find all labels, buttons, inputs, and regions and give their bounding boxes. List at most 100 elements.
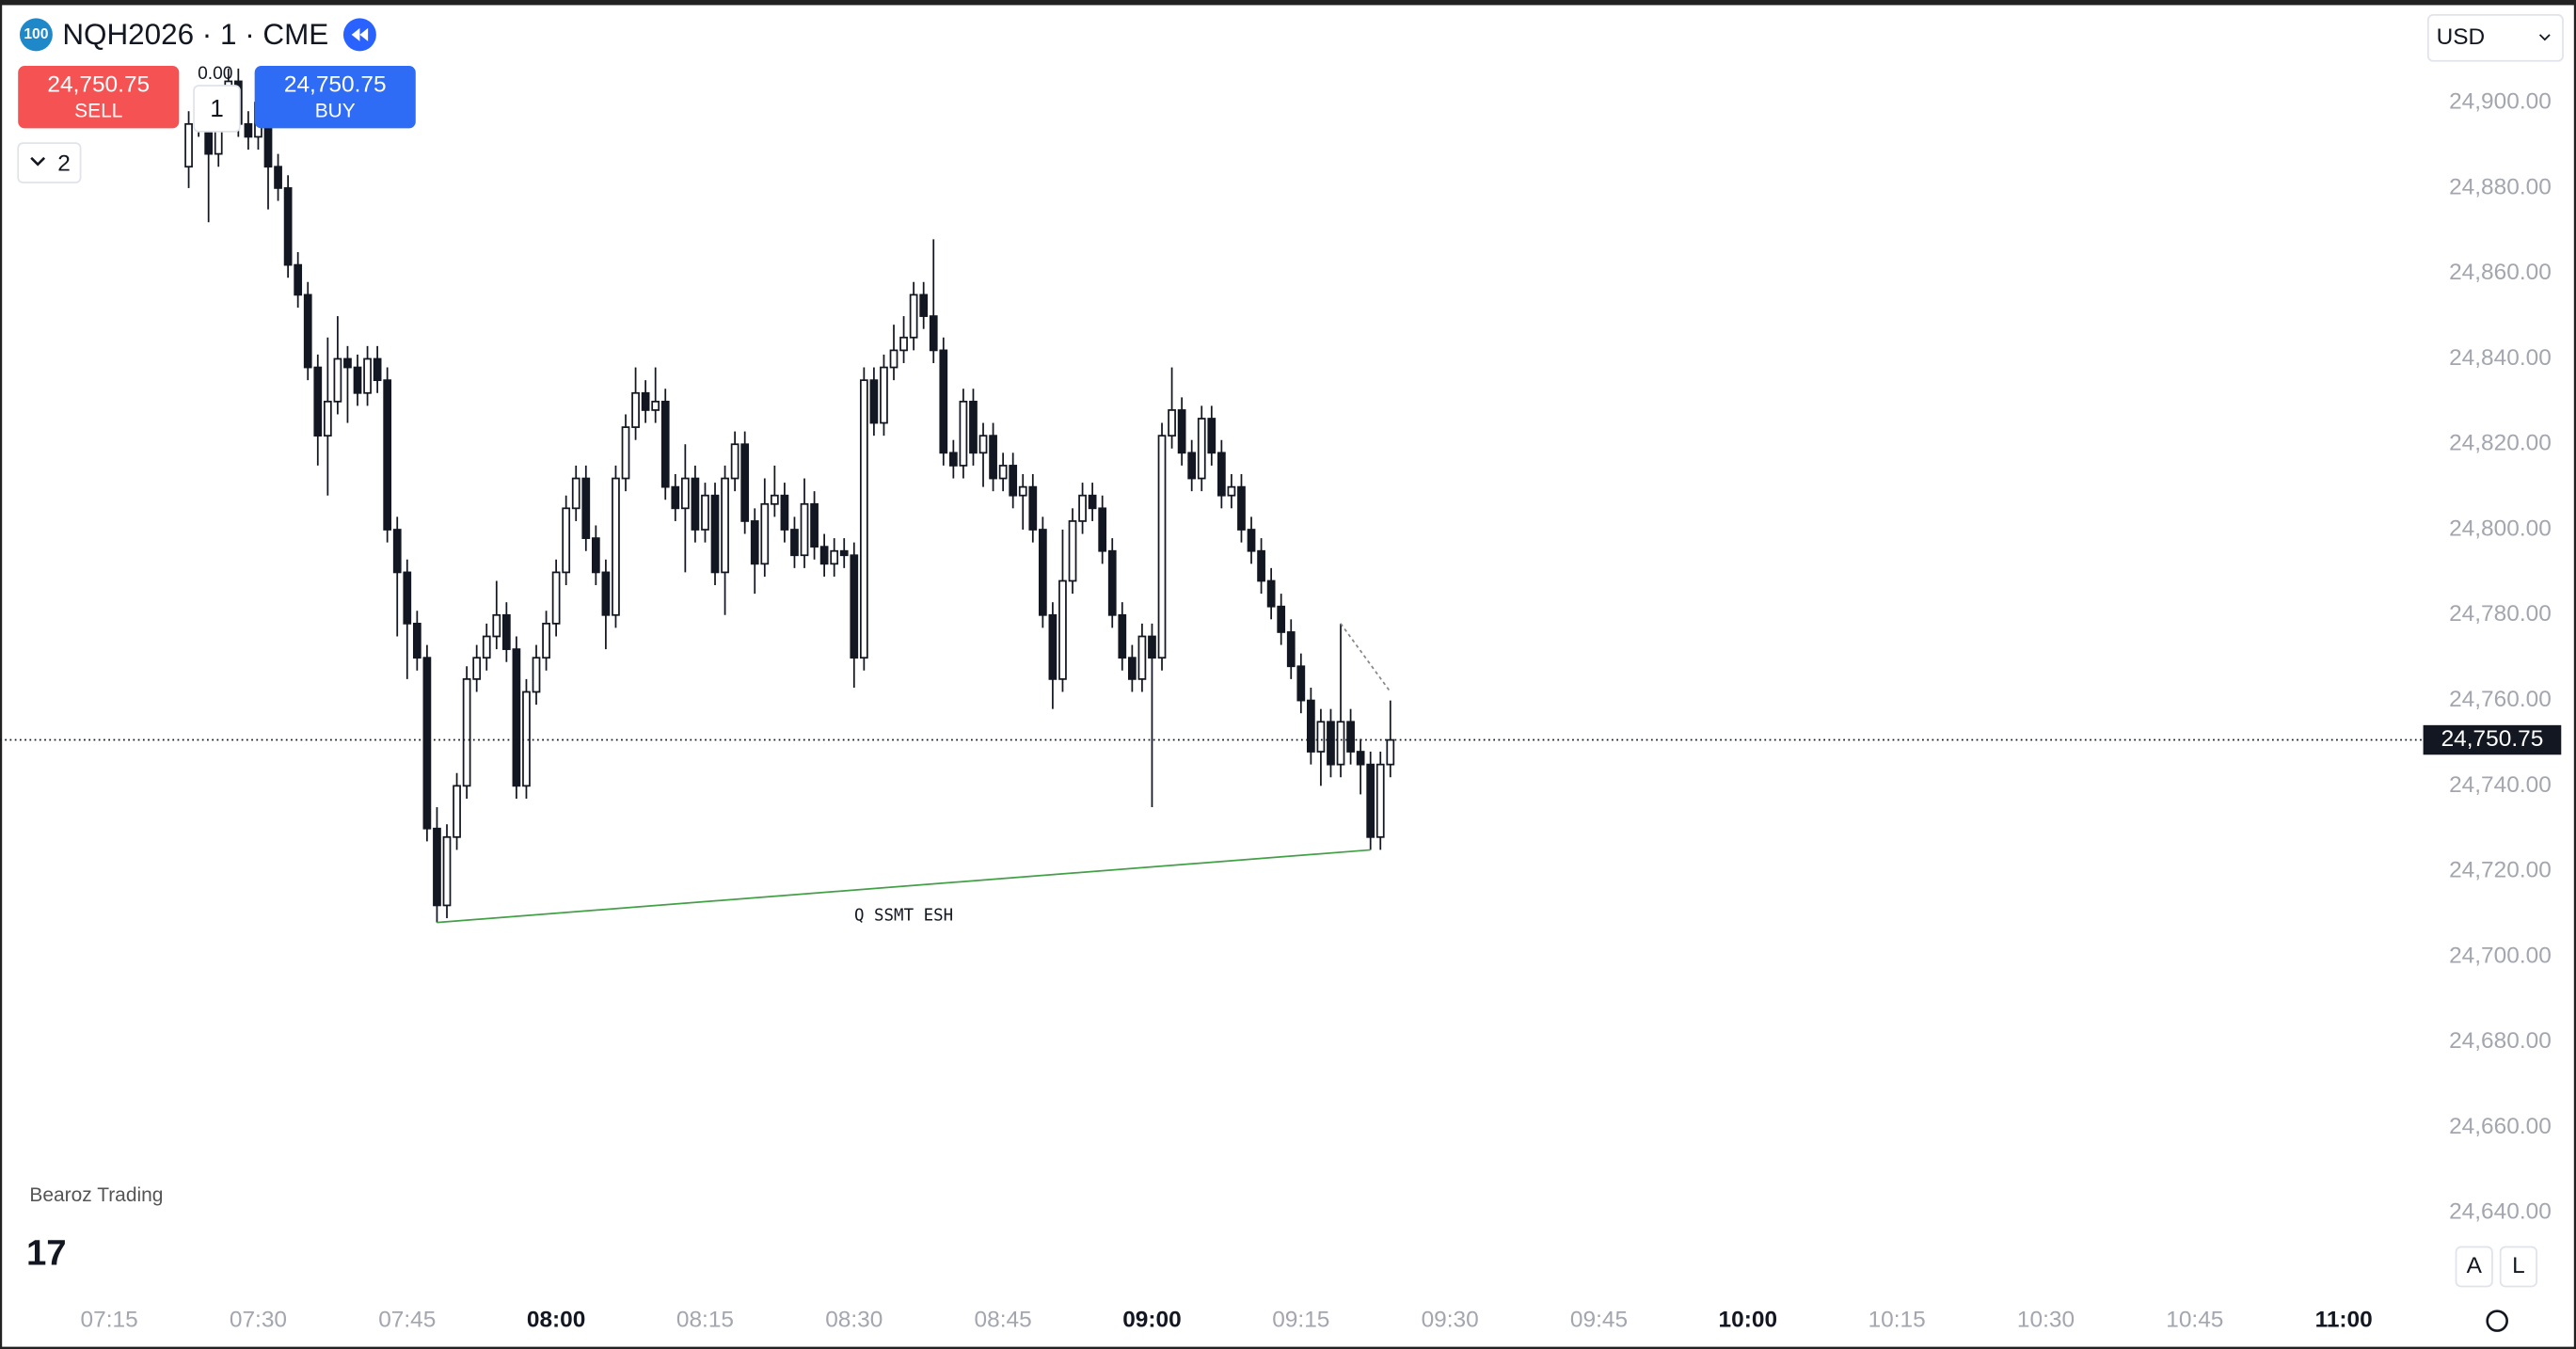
candle-body (660, 400, 670, 488)
candle-body (939, 349, 948, 454)
candle-body (1168, 409, 1176, 437)
y-tick-label: 24,880.00 (2449, 174, 2552, 199)
candle-body (1237, 485, 1246, 531)
x-tick-label: 10:45 (2166, 1308, 2223, 1333)
candle-body (392, 529, 402, 574)
settings-button[interactable] (2486, 1309, 2508, 1332)
log-scale-button[interactable] (2499, 1246, 2537, 1288)
y-tick-label: 24,660.00 (2449, 1114, 2552, 1139)
candle-body (710, 494, 720, 574)
candle-body (1107, 549, 1117, 616)
candle-body (1247, 529, 1256, 552)
candle-body (1336, 721, 1345, 766)
plot-area: 24,640.00 24,660.00 24,680.00 24,700.00 24,7… (0, 68, 2562, 1333)
candle-body (869, 379, 879, 424)
candle-body (839, 549, 849, 557)
candle-body (889, 349, 898, 369)
sell-button[interactable] (18, 66, 180, 129)
candle-body (1316, 721, 1326, 753)
x-tick-label: 08:15 (676, 1308, 734, 1333)
candle-body (750, 520, 759, 565)
y-tick-label: 24,680.00 (2449, 1028, 2552, 1054)
trend-line (437, 849, 1371, 924)
candle-body (1148, 635, 1156, 659)
candle-body (989, 435, 997, 480)
sell-price: 24,750.75 (47, 71, 150, 97)
y-tick-label: 24,640.00 (2449, 1199, 2552, 1225)
candle-body (701, 494, 709, 531)
change: 0.00 (198, 64, 232, 84)
trend-label: Q SSMT ESH (854, 906, 953, 925)
candle-body (403, 571, 412, 625)
candle-body (969, 400, 978, 454)
candle-body (680, 477, 690, 510)
top-edge (0, 0, 2576, 6)
candle-body (442, 835, 452, 907)
candle-body (948, 452, 958, 467)
collapse-button[interactable] (17, 142, 82, 183)
y-tick-label: 24,900.00 (2449, 89, 2552, 115)
candle-body (1375, 763, 1385, 838)
candle-body (1216, 452, 1226, 497)
candle-body (1277, 605, 1286, 633)
candle-body (472, 657, 482, 680)
y-tick-label: 24,700.00 (2449, 943, 2552, 968)
y-tick-label: 24,840.00 (2449, 345, 2552, 371)
quantity-box[interactable] (193, 85, 241, 133)
candle-body (1157, 435, 1167, 659)
candle-body (671, 485, 680, 510)
candle-body (482, 635, 491, 659)
x-tick-label: 08:45 (975, 1308, 1032, 1333)
x-tick-label: 10:00 (1719, 1308, 1778, 1333)
candle-body (551, 571, 561, 625)
candle-body (1207, 418, 1216, 454)
candle-body (501, 613, 511, 650)
currency-chevron (2538, 34, 2551, 41)
badge-text: 100 (24, 26, 48, 42)
candle-body (1197, 418, 1206, 480)
x-tick-label: 07:30 (230, 1308, 287, 1333)
candle-body (1266, 579, 1276, 608)
candle-body (691, 477, 700, 531)
candle-body (1098, 507, 1107, 552)
candle-body (998, 465, 1008, 480)
x-tick-label: 08:00 (527, 1308, 586, 1333)
x-tick-label: 08:30 (825, 1308, 883, 1333)
x-tick-label: 07:15 (81, 1308, 138, 1333)
x-tick-label: 11:00 (2315, 1308, 2373, 1333)
candle-body (800, 502, 809, 557)
candle-body (363, 357, 372, 394)
candle-body (1366, 763, 1375, 838)
x-tick-label: 09:15 (1272, 1308, 1329, 1333)
candle-body (462, 678, 471, 787)
currency: USD (2437, 24, 2486, 50)
y-tick-label: 24,760.00 (2449, 687, 2552, 712)
candle-body (909, 294, 918, 339)
currency-select[interactable] (2426, 14, 2564, 62)
auto-scale-button[interactable] (2455, 1246, 2493, 1288)
candle-body (433, 827, 441, 907)
candle-body (343, 357, 352, 369)
candle-body (1296, 665, 1306, 702)
trend-line (1340, 623, 1391, 693)
x-tick-label: 10:30 (2017, 1308, 2075, 1333)
buy-price: 24,750.75 (284, 71, 387, 97)
candle-body (412, 623, 421, 659)
candle-body (562, 507, 571, 574)
candle-body (294, 263, 303, 296)
candle-body (1286, 631, 1296, 668)
candle-body (760, 502, 770, 565)
y-tick-label: 24,800.00 (2449, 516, 2552, 541)
buy-button[interactable] (254, 66, 416, 129)
candle-body (184, 122, 193, 168)
candle-body (1346, 721, 1355, 753)
candle-body (303, 294, 312, 369)
candle-body (830, 549, 839, 565)
candle-body (283, 187, 293, 266)
candle-body (721, 477, 729, 574)
candle-body (740, 443, 750, 522)
candle-body (819, 546, 829, 565)
candle-body (1177, 409, 1186, 454)
